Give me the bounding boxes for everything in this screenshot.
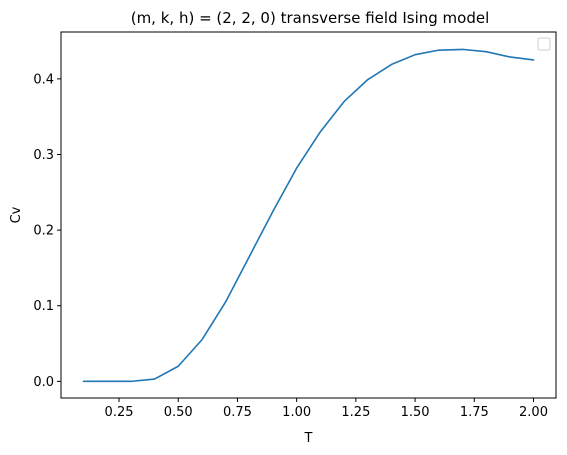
plot-area bbox=[61, 32, 556, 398]
y-tick-label: 0.2 bbox=[33, 224, 54, 239]
y-tick-label: 0.4 bbox=[33, 72, 54, 87]
x-tick-label: 0.50 bbox=[164, 405, 193, 420]
plot-frame bbox=[60, 31, 557, 399]
y-tick-label: 0.3 bbox=[33, 148, 54, 163]
series-line bbox=[82, 48, 535, 383]
legend-box bbox=[537, 37, 551, 51]
x-tick-label: 1.50 bbox=[401, 405, 430, 420]
y-tick-label: 0.1 bbox=[33, 299, 54, 314]
x-tick-label: 1.75 bbox=[460, 405, 489, 420]
x-tick-label: 1.25 bbox=[341, 405, 370, 420]
chart-title: (m, k, h) = (2, 2, 0) transverse field I… bbox=[131, 9, 490, 27]
y-axis-ticks: 0.0 0.1 0.2 0.3 0.4 bbox=[33, 72, 61, 390]
x-axis-label: T bbox=[304, 431, 313, 446]
x-tick-label: 0.25 bbox=[105, 405, 134, 420]
series-layer bbox=[82, 48, 535, 383]
x-axis-ticks: 0.25 0.50 0.75 1.00 1.25 1.50 1.75 2.00 bbox=[105, 398, 548, 420]
x-tick-label: 0.75 bbox=[223, 405, 252, 420]
y-tick-label: 0.0 bbox=[33, 375, 54, 390]
x-tick-label: 1.00 bbox=[282, 405, 311, 420]
x-tick-label: 2.00 bbox=[519, 405, 548, 420]
y-axis-label: Cv bbox=[9, 206, 24, 223]
